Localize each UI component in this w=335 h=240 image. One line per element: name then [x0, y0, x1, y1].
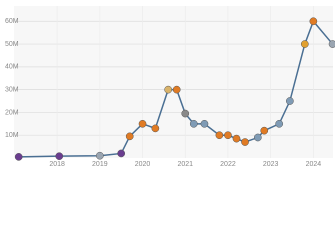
x-tick-label: 2020 — [135, 161, 151, 168]
y-tick-label: 10M — [5, 132, 19, 139]
point-marker — [275, 119, 284, 128]
point-marker — [138, 119, 147, 128]
x-tick-label: 2022 — [220, 161, 236, 168]
point-marker — [125, 132, 134, 141]
point-marker — [172, 85, 181, 94]
point-marker — [164, 85, 173, 94]
point-marker — [189, 119, 198, 128]
point-marker — [181, 109, 190, 118]
y-tick-label: 30M — [5, 86, 19, 93]
x-tick-label: 2024 — [306, 161, 322, 168]
y-tick-label: 60M — [5, 18, 19, 25]
point-marker — [55, 152, 64, 161]
point-marker — [300, 40, 309, 48]
point-marker — [253, 133, 262, 142]
chart: 10M 20M 30M 40M 50M 60M 2018 2019 2020 2021 2022 20… — [5, 6, 335, 168]
point-marker — [232, 134, 241, 143]
point-marker — [328, 40, 335, 48]
x-tick-label: 2018 — [49, 161, 65, 168]
point-marker — [200, 119, 209, 128]
x-tick-label: 2019 — [92, 161, 108, 168]
point-marker — [224, 131, 232, 140]
point-marker — [117, 149, 126, 158]
point-marker — [151, 124, 160, 133]
plot-area — [14, 6, 333, 158]
point-marker — [14, 153, 23, 161]
y-tick-label: 20M — [5, 109, 19, 116]
point-marker — [260, 126, 269, 135]
point-marker — [309, 17, 318, 26]
x-tick-label: 2021 — [177, 161, 193, 168]
y-tick-label: 50M — [5, 41, 19, 48]
point-marker — [286, 97, 294, 105]
point-marker — [215, 131, 224, 140]
y-tick-label: 40M — [5, 64, 19, 71]
point-marker — [95, 151, 104, 160]
x-tick-label: 2023 — [263, 161, 279, 168]
point-marker — [241, 138, 249, 146]
